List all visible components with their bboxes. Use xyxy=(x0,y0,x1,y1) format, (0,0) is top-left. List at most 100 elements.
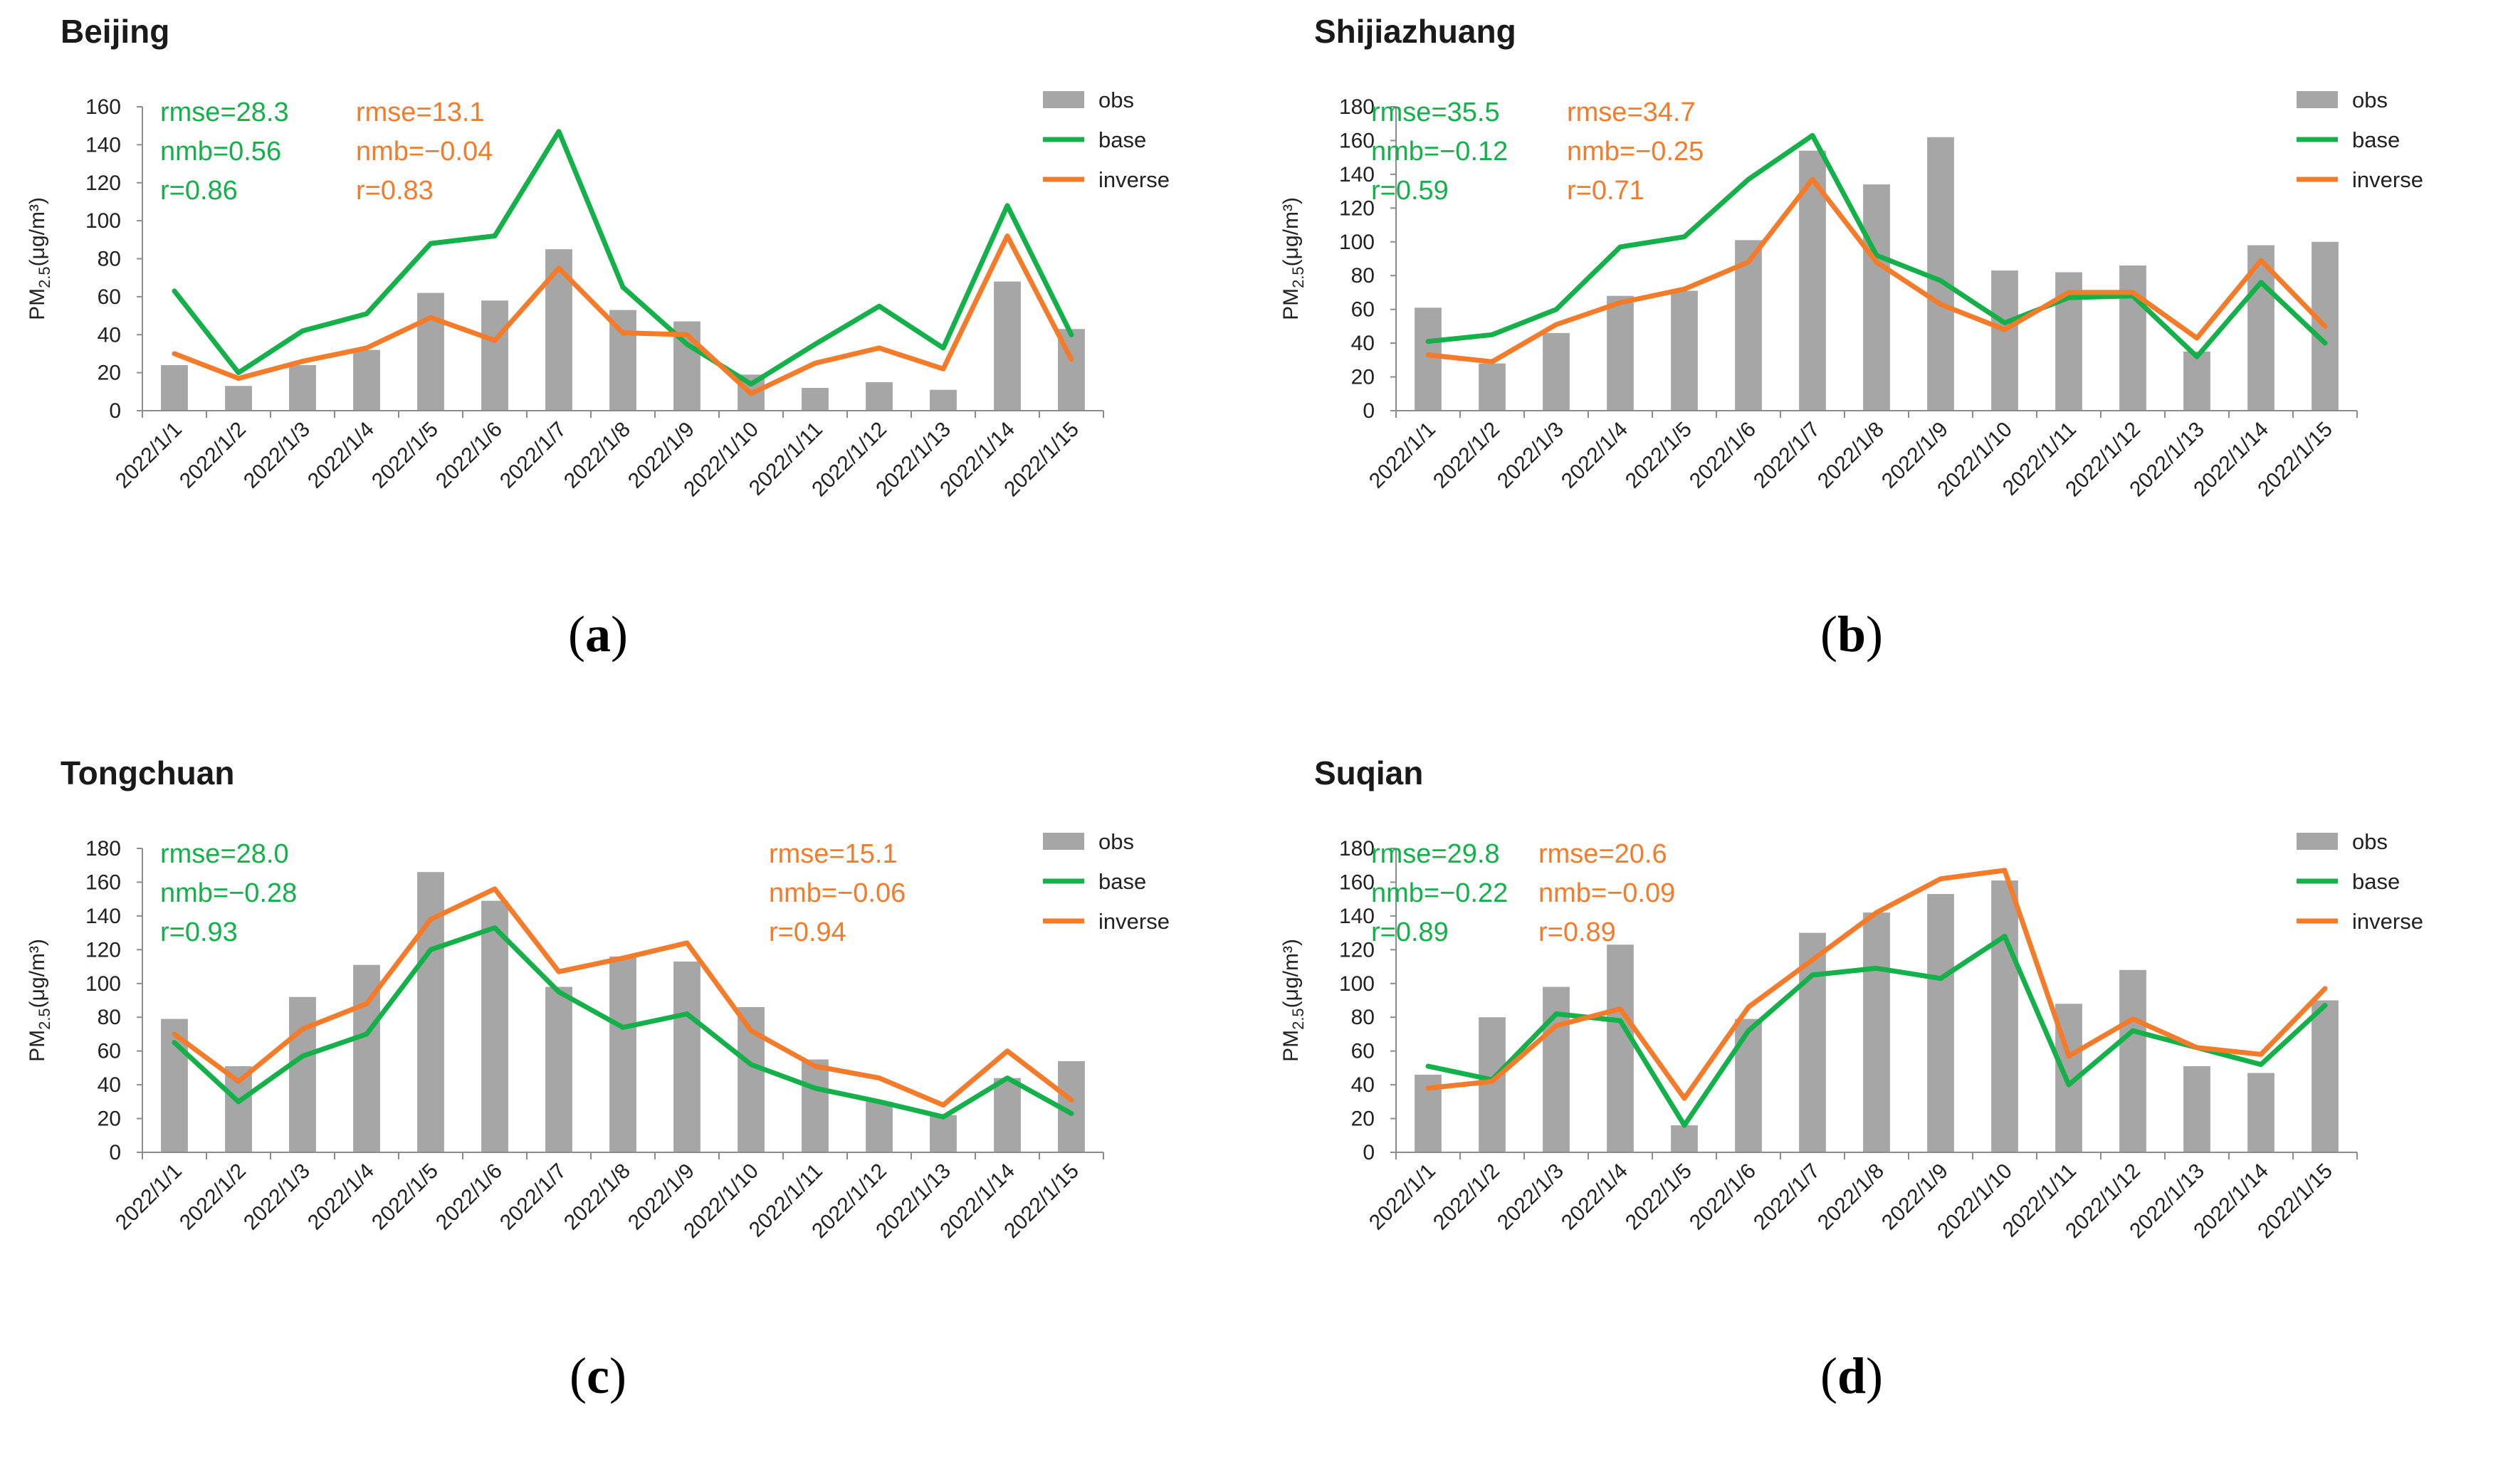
x-tick-label: 2022/1/7 xyxy=(1749,1159,1825,1235)
bar-obs-1 xyxy=(161,364,188,411)
bar-obs-12 xyxy=(2119,969,2146,1152)
line-base xyxy=(172,129,1074,387)
panel-title: Beijing xyxy=(61,13,169,50)
y-tick-label: 100 xyxy=(1339,231,1375,254)
bar-obs-6 xyxy=(481,900,508,1152)
y-tick-label: 140 xyxy=(1339,905,1375,928)
caption-close: ) xyxy=(1866,1347,1883,1404)
x-tick-label: 2022/1/3 xyxy=(239,418,315,493)
y-tick-label: 80 xyxy=(98,1006,121,1029)
bar-obs-6 xyxy=(481,300,508,411)
stat-inverse-1: rmse=15.1 xyxy=(769,839,898,869)
bar-obs-14 xyxy=(994,281,1021,411)
x-tick-label: 2022/1/5 xyxy=(367,1159,443,1235)
bar-obs-12 xyxy=(866,1101,893,1152)
bar-obs-4 xyxy=(353,964,380,1152)
panel-title: Suqian xyxy=(1314,754,1423,791)
y-tick-label: 0 xyxy=(1363,399,1375,423)
y-tick-label: 20 xyxy=(1351,366,1375,389)
bar-obs-1 xyxy=(1415,307,1442,411)
y-tick-label: 0 xyxy=(1363,1141,1375,1164)
legend-label-inverse: inverse xyxy=(2352,167,2423,192)
bar-obs-4 xyxy=(1607,944,1634,1152)
y-axis-label-subscript: 2.5 xyxy=(36,1008,53,1030)
stat-base-2: nmb=0.56 xyxy=(160,137,281,167)
caption-open: ( xyxy=(1820,1347,1837,1404)
caption-letter: b xyxy=(1837,606,1866,663)
legend-swatch-obs xyxy=(1043,91,1084,108)
x-tick-label: 2022/1/8 xyxy=(560,418,635,493)
bar-obs-11 xyxy=(802,387,829,411)
bar-obs-7 xyxy=(545,249,572,411)
y-tick-label: 140 xyxy=(85,133,121,157)
bar-obs-14 xyxy=(2247,1073,2274,1152)
stat-base-3: r=0.89 xyxy=(1371,917,1449,947)
stat-inverse-3: r=0.71 xyxy=(1567,176,1644,206)
line-inverse xyxy=(172,233,1074,396)
bar-obs-10 xyxy=(1991,270,2018,411)
y-axis-label-subscript: 2.5 xyxy=(1289,1008,1307,1030)
panel-title: Tongchuan xyxy=(61,754,234,791)
x-tick-label: 2022/1/8 xyxy=(560,1159,635,1235)
x-tick-label: 2022/1/4 xyxy=(303,1159,379,1235)
y-tick-label: 100 xyxy=(85,209,121,233)
legend-label-obs: obs xyxy=(1098,88,1134,112)
stat-base-2: nmb=−0.12 xyxy=(1371,137,1508,167)
y-axis-label-main: PM xyxy=(1279,288,1303,320)
bar-obs-12 xyxy=(2119,265,2146,411)
y-axis-label: PM2.5(μg/m³) xyxy=(26,197,53,320)
bar-obs-15 xyxy=(2312,1000,2339,1152)
x-tick-label: 2022/1/5 xyxy=(367,418,443,493)
bar-obs-5 xyxy=(417,293,444,411)
y-tick-label: 180 xyxy=(1339,837,1375,861)
x-tick-label: 2022/1/7 xyxy=(1749,418,1825,493)
x-tick-label: 2022/1/6 xyxy=(431,418,507,493)
x-tick-label: 2022/1/8 xyxy=(1813,1159,1889,1235)
stat-base-2: nmb=−0.22 xyxy=(1371,878,1508,908)
stat-inverse-2: nmb=−0.25 xyxy=(1567,137,1704,167)
y-tick-label: 60 xyxy=(1351,1040,1375,1063)
bar-obs-3 xyxy=(1543,332,1570,411)
y-axis-label: PM2.5(μg/m³) xyxy=(26,939,53,1062)
chart-shijiazhuang: Shijiazhuang 0 20 40 60 80 100 120 140 160 180 PM2.… xyxy=(1279,13,2423,663)
y-tick-label: 180 xyxy=(1339,95,1375,119)
y-tick-label: 80 xyxy=(1351,1006,1375,1029)
y-tick-label: 160 xyxy=(85,95,121,119)
y-tick-label: 120 xyxy=(85,938,121,962)
bar-obs-2 xyxy=(1479,363,1506,411)
chart-tongchuan: Tongchuan 0 20 40 60 80 100 120 140 160 180 PM2.5(μ… xyxy=(26,754,1170,1404)
y-tick-label: 60 xyxy=(1351,298,1375,322)
y-axis-label-unit: (μg/m³) xyxy=(1279,939,1303,1008)
y-tick-label: 40 xyxy=(1351,332,1375,355)
legend-swatch-obs xyxy=(1043,833,1084,850)
panel-tongchuan: Tongchuan 0 20 40 60 80 100 120 140 160 180 PM2.5(μ… xyxy=(0,742,1254,1483)
bar-obs-9 xyxy=(1927,137,1954,411)
stat-inverse-1: rmse=20.6 xyxy=(1538,839,1667,869)
x-tick-label: 2022/1/4 xyxy=(1557,1159,1632,1235)
line-inverse xyxy=(1425,177,2328,364)
x-tick-label: 2022/1/7 xyxy=(495,418,571,493)
bar-obs-13 xyxy=(930,389,957,411)
x-tick-label: 2022/1/6 xyxy=(431,1159,507,1235)
stat-inverse-3: r=0.94 xyxy=(769,917,846,947)
bar-obs-13 xyxy=(2183,351,2210,411)
line-base xyxy=(1425,132,2328,359)
bar-obs-5 xyxy=(1671,1125,1698,1152)
y-axis-label-unit: (μg/m³) xyxy=(1279,197,1303,266)
stat-inverse-3: r=0.83 xyxy=(356,176,434,206)
y-tick-label: 40 xyxy=(1351,1073,1375,1097)
bar-obs-9 xyxy=(1927,894,1954,1152)
bar-obs-9 xyxy=(673,961,701,1152)
line-inverse xyxy=(1425,868,2328,1101)
y-tick-label: 160 xyxy=(1339,129,1375,152)
stat-base-3: r=0.93 xyxy=(160,917,238,947)
y-axis-label-main: PM xyxy=(26,1030,49,1062)
y-axis-label-main: PM xyxy=(1279,1030,1303,1062)
y-tick-label: 80 xyxy=(1351,264,1375,288)
legend-label-obs: obs xyxy=(2352,88,2388,112)
legend-label-base: base xyxy=(1098,127,1146,152)
stat-base-2: nmb=−0.28 xyxy=(160,878,297,908)
stat-inverse-3: r=0.89 xyxy=(1538,917,1616,947)
y-tick-label: 40 xyxy=(98,323,121,347)
stat-inverse-2: nmb=−0.04 xyxy=(356,137,493,167)
